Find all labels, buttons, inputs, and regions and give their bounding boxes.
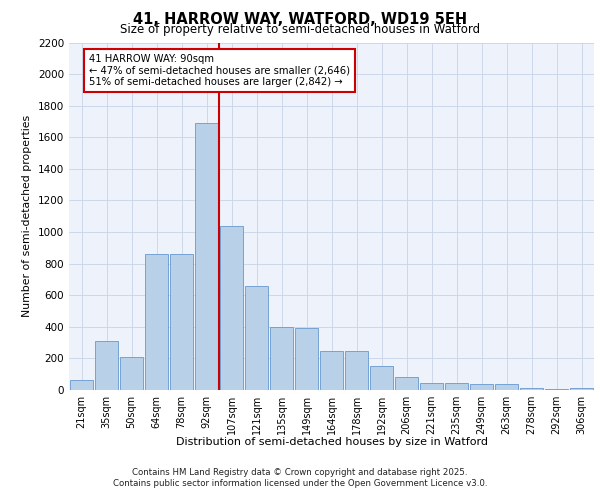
Bar xyxy=(445,383,468,390)
Bar xyxy=(220,226,243,390)
X-axis label: Distribution of semi-detached houses by size in Watford: Distribution of semi-detached houses by … xyxy=(176,437,487,447)
Bar xyxy=(70,380,93,390)
Bar xyxy=(570,388,593,390)
Bar xyxy=(345,350,368,390)
Bar xyxy=(470,384,493,390)
Bar xyxy=(295,328,318,390)
Text: Size of property relative to semi-detached houses in Watford: Size of property relative to semi-detach… xyxy=(120,22,480,36)
Bar xyxy=(195,123,218,390)
Bar xyxy=(320,350,343,390)
Bar xyxy=(170,254,193,390)
Text: 41 HARROW WAY: 90sqm
← 47% of semi-detached houses are smaller (2,646)
51% of se: 41 HARROW WAY: 90sqm ← 47% of semi-detac… xyxy=(89,54,350,87)
Bar xyxy=(495,384,518,390)
Bar xyxy=(520,388,543,390)
Bar xyxy=(120,357,143,390)
Bar xyxy=(270,327,293,390)
Bar xyxy=(370,366,393,390)
Bar xyxy=(545,389,568,390)
Bar xyxy=(420,383,443,390)
Bar xyxy=(95,341,118,390)
Bar xyxy=(395,378,418,390)
Bar xyxy=(145,254,168,390)
Text: 41, HARROW WAY, WATFORD, WD19 5EH: 41, HARROW WAY, WATFORD, WD19 5EH xyxy=(133,12,467,28)
Text: Contains HM Land Registry data © Crown copyright and database right 2025.
Contai: Contains HM Land Registry data © Crown c… xyxy=(113,468,487,487)
Bar xyxy=(245,286,268,390)
Y-axis label: Number of semi-detached properties: Number of semi-detached properties xyxy=(22,115,32,318)
